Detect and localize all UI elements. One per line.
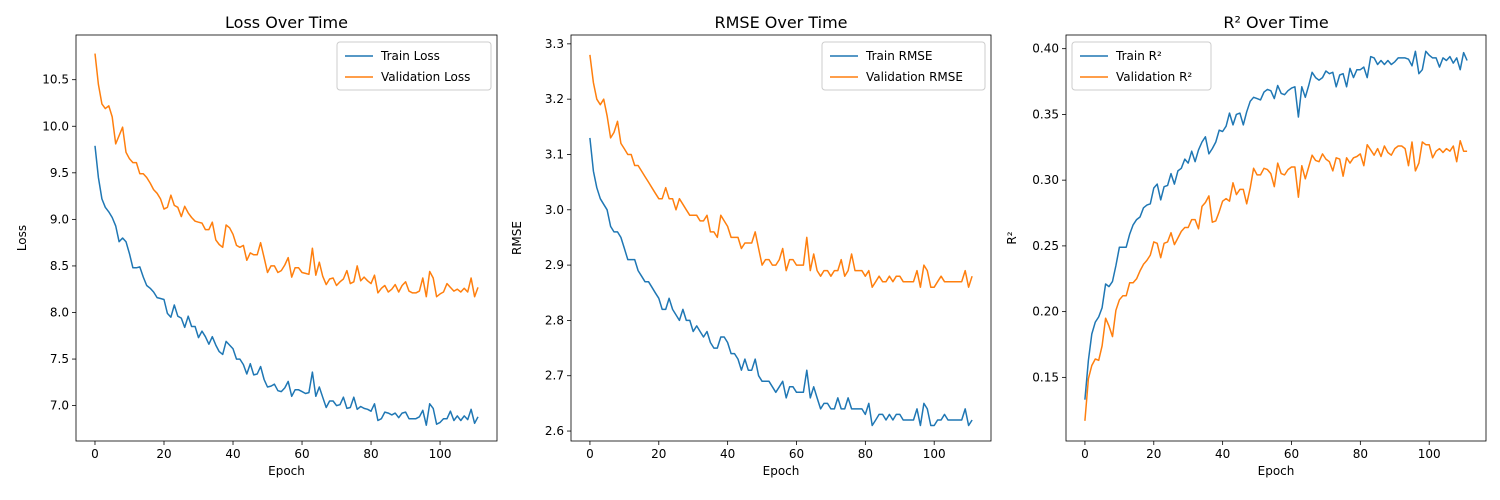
y-axis-label: RMSE: [510, 221, 524, 255]
y-tick-label: 0.25: [1032, 239, 1059, 253]
legend-frame: [1071, 41, 1212, 91]
y-tick-label: 2.9: [545, 258, 564, 272]
y-tick-label: 10.0: [42, 119, 69, 133]
legend-label: Train R²: [1115, 49, 1162, 63]
x-tick-label: 0: [1081, 447, 1089, 461]
x-tick-label: 80: [1353, 447, 1368, 461]
x-axis-label: Epoch: [268, 464, 305, 478]
x-tick-label: 40: [1215, 447, 1230, 461]
y-tick-label: 3.2: [545, 92, 564, 106]
x-tick-label: 100: [923, 447, 946, 461]
y-tick-label: 3.3: [545, 37, 564, 51]
x-tick-label: 80: [858, 447, 873, 461]
chart-panel-1: RMSE Over Time 0 20 40 60 80 100 2.6 2.7 2.8 2.9 3.…: [510, 13, 992, 478]
x-tick-label: 100: [1418, 447, 1441, 461]
chart-title: RMSE Over Time: [715, 13, 848, 32]
x-tick-label: 40: [225, 447, 240, 461]
series-line-1: [589, 54, 973, 288]
legend-label: Validation RMSE: [866, 70, 963, 84]
y-tick-label: 3.1: [545, 147, 564, 161]
legend-label: Train Loss: [380, 49, 440, 63]
x-tick-label: 100: [429, 447, 452, 461]
x-tick-label: 60: [1284, 447, 1299, 461]
chart-title: R² Over Time: [1223, 13, 1328, 32]
chart-panel-2: R² Over Time 0 20 40 60 80 100 0.15 0.20 0.25 0.30…: [1005, 13, 1487, 478]
y-tick-label: 8.0: [50, 305, 69, 319]
series-line-0: [589, 137, 973, 427]
y-tick-label: 7.5: [50, 352, 69, 366]
y-tick-label: 0.15: [1032, 370, 1059, 384]
chart-title: Loss Over Time: [225, 13, 348, 32]
x-tick-label: 20: [651, 447, 666, 461]
legend: Train R² Validation R²: [1071, 41, 1212, 91]
y-axis-label: Loss: [15, 225, 29, 251]
series-line-1: [1084, 139, 1468, 421]
legend-frame: [336, 41, 492, 91]
series-line-0: [94, 145, 479, 426]
y-tick-label: 2.6: [545, 424, 564, 438]
y-tick-label: 9.5: [50, 166, 69, 180]
x-axis-label: Epoch: [1258, 464, 1295, 478]
y-tick-label: 0.30: [1032, 173, 1059, 187]
y-tick-label: 2.8: [545, 313, 564, 327]
chart-panel-0: Loss Over Time 0 20 40 60 80 100 7.0 7.5 8.0 8.5 9.…: [15, 13, 498, 478]
x-tick-label: 20: [1146, 447, 1161, 461]
legend-frame: [821, 41, 986, 91]
y-tick-label: 9.0: [50, 212, 69, 226]
y-tick-label: 0.40: [1032, 42, 1059, 56]
legend-label: Validation Loss: [381, 70, 470, 84]
legend-label: Train RMSE: [865, 49, 933, 63]
axes-frame: [1065, 34, 1487, 442]
y-tick-label: 8.5: [50, 259, 69, 273]
series-line-1: [94, 53, 479, 298]
y-tick-label: 3.0: [545, 203, 564, 217]
x-tick-label: 60: [294, 447, 309, 461]
x-axis-label: Epoch: [763, 464, 800, 478]
x-tick-label: 0: [91, 447, 99, 461]
y-tick-label: 0.35: [1032, 107, 1059, 121]
series-line-0: [1084, 50, 1468, 400]
x-tick-label: 0: [586, 447, 594, 461]
y-tick-label: 2.7: [545, 369, 564, 383]
legend-label: Validation R²: [1116, 70, 1192, 84]
y-tick-label: 7.0: [50, 399, 69, 413]
x-tick-label: 60: [789, 447, 804, 461]
y-axis-label: R²: [1005, 231, 1019, 244]
x-tick-label: 80: [363, 447, 378, 461]
y-tick-label: 10.5: [42, 73, 69, 87]
axes-frame: [570, 34, 992, 442]
legend: Train Loss Validation Loss: [336, 41, 492, 91]
y-tick-label: 0.20: [1032, 305, 1059, 319]
legend: Train RMSE Validation RMSE: [821, 41, 986, 91]
x-tick-label: 20: [156, 447, 171, 461]
axes-frame: [75, 34, 498, 442]
x-tick-label: 40: [720, 447, 735, 461]
